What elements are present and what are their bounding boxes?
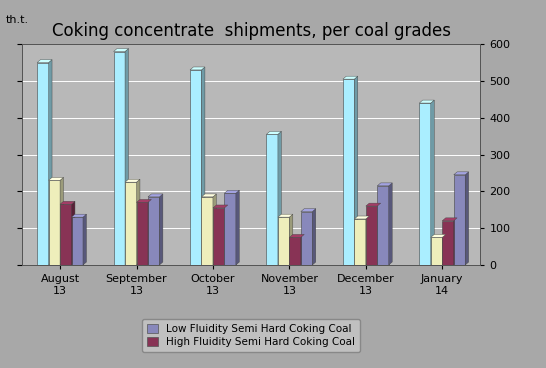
Bar — [278, 217, 289, 265]
Polygon shape — [213, 194, 216, 265]
Polygon shape — [60, 201, 75, 204]
Polygon shape — [301, 234, 304, 265]
Polygon shape — [224, 190, 239, 193]
Polygon shape — [266, 131, 281, 134]
Bar — [72, 217, 83, 265]
Polygon shape — [354, 76, 358, 265]
Bar — [213, 208, 224, 265]
Bar — [366, 206, 377, 265]
Legend: Low Fluidity Semi Hard Coking Coal, High Fluidity Semi Hard Coking Coal: Low Fluidity Semi Hard Coking Coal, High… — [142, 319, 360, 352]
Bar — [190, 70, 201, 265]
Polygon shape — [148, 199, 151, 265]
Bar — [454, 175, 465, 265]
Polygon shape — [389, 183, 392, 265]
Polygon shape — [454, 172, 468, 175]
Polygon shape — [419, 100, 434, 103]
Bar — [431, 237, 442, 265]
Bar — [419, 103, 431, 265]
Bar — [60, 204, 72, 265]
Bar — [301, 212, 312, 265]
Polygon shape — [465, 172, 468, 265]
Polygon shape — [431, 234, 446, 237]
Polygon shape — [278, 131, 281, 265]
Polygon shape — [354, 216, 369, 219]
Bar — [201, 197, 213, 265]
Polygon shape — [301, 209, 316, 212]
Polygon shape — [114, 49, 128, 52]
Polygon shape — [136, 179, 140, 265]
Bar — [148, 197, 159, 265]
Polygon shape — [60, 177, 63, 265]
Bar — [37, 63, 49, 265]
Polygon shape — [377, 183, 392, 186]
Polygon shape — [148, 194, 163, 197]
Bar — [125, 182, 136, 265]
Polygon shape — [159, 194, 163, 265]
Bar — [49, 180, 60, 265]
Polygon shape — [366, 216, 369, 265]
Polygon shape — [201, 67, 205, 265]
Polygon shape — [343, 76, 358, 79]
Polygon shape — [289, 214, 293, 265]
Bar — [266, 134, 278, 265]
Polygon shape — [72, 201, 75, 265]
Bar — [354, 219, 366, 265]
Bar — [289, 237, 301, 265]
Bar — [343, 79, 354, 265]
Polygon shape — [190, 67, 205, 70]
Polygon shape — [136, 199, 151, 202]
Polygon shape — [289, 234, 304, 237]
Polygon shape — [442, 234, 446, 265]
Polygon shape — [278, 214, 293, 217]
Text: th.t.: th.t. — [5, 15, 28, 25]
Bar — [136, 202, 148, 265]
Polygon shape — [83, 214, 86, 265]
Polygon shape — [49, 60, 52, 265]
Polygon shape — [213, 205, 228, 208]
Polygon shape — [442, 218, 457, 221]
Title: Coking concentrate  shipments, per coal grades: Coking concentrate shipments, per coal g… — [52, 22, 450, 40]
Polygon shape — [72, 214, 86, 217]
Polygon shape — [312, 209, 316, 265]
Polygon shape — [201, 194, 216, 197]
Bar — [224, 193, 236, 265]
Polygon shape — [224, 205, 228, 265]
Polygon shape — [37, 60, 52, 63]
Polygon shape — [366, 203, 381, 206]
Bar — [114, 52, 125, 265]
Polygon shape — [125, 49, 128, 265]
Polygon shape — [236, 190, 239, 265]
Polygon shape — [125, 179, 140, 182]
Polygon shape — [377, 203, 381, 265]
Bar — [442, 221, 454, 265]
Polygon shape — [454, 218, 457, 265]
Bar — [377, 186, 389, 265]
Polygon shape — [431, 100, 434, 265]
Polygon shape — [49, 177, 63, 180]
